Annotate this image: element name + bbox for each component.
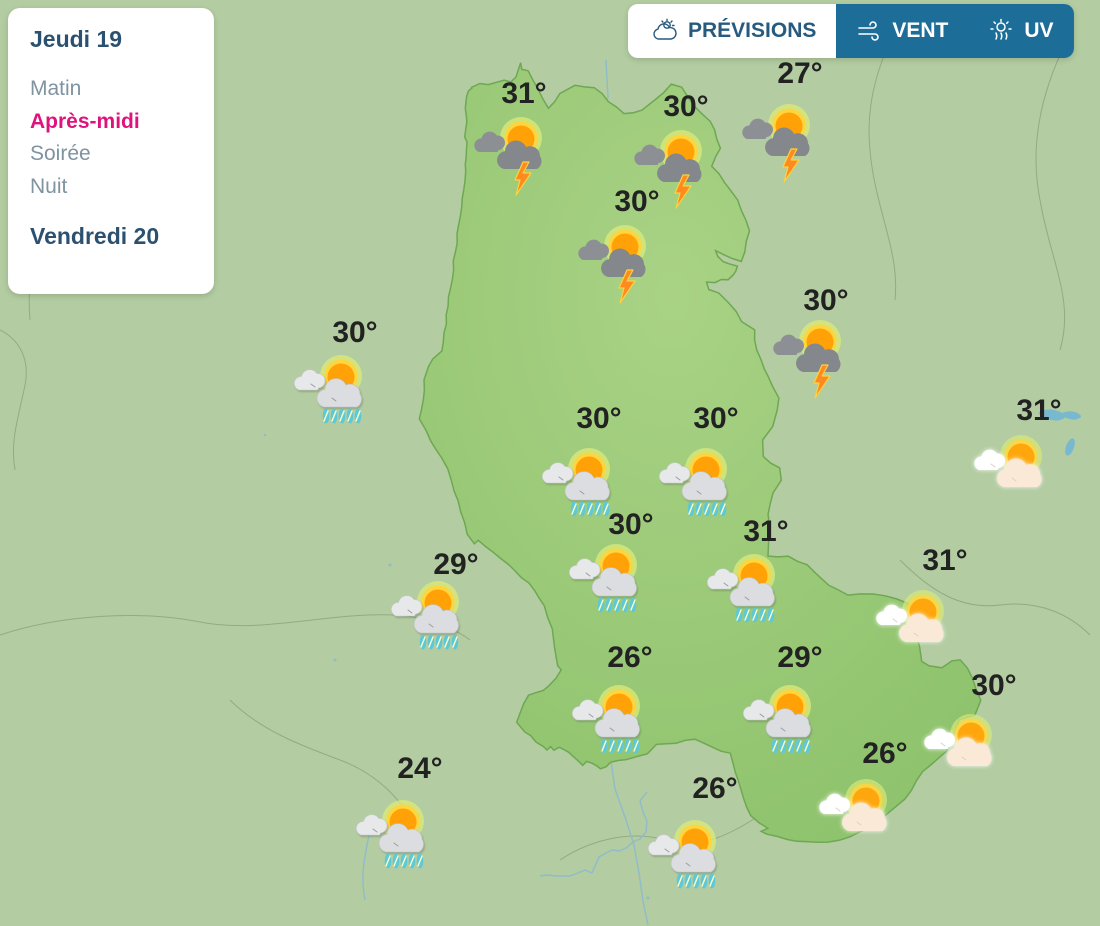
svg-text:27°: 27°: [777, 57, 822, 90]
svg-text:30°: 30°: [663, 90, 708, 123]
svg-text:24°: 24°: [397, 752, 442, 785]
svg-text:26°: 26°: [607, 641, 652, 674]
svg-text:30°: 30°: [608, 508, 653, 541]
svg-text:31°: 31°: [1016, 394, 1061, 427]
svg-text:30°: 30°: [614, 185, 659, 218]
svg-text:29°: 29°: [433, 548, 478, 581]
svg-text:31°: 31°: [922, 544, 967, 577]
svg-text:30°: 30°: [576, 402, 621, 435]
svg-text:26°: 26°: [692, 772, 737, 805]
svg-text:31°: 31°: [743, 515, 788, 548]
svg-text:30°: 30°: [803, 284, 848, 317]
svg-text:30°: 30°: [693, 402, 738, 435]
svg-text:31°: 31°: [501, 77, 546, 110]
svg-text:30°: 30°: [332, 316, 377, 349]
svg-text:26°: 26°: [862, 737, 907, 770]
svg-text:30°: 30°: [971, 669, 1016, 702]
svg-text:29°: 29°: [777, 641, 822, 674]
